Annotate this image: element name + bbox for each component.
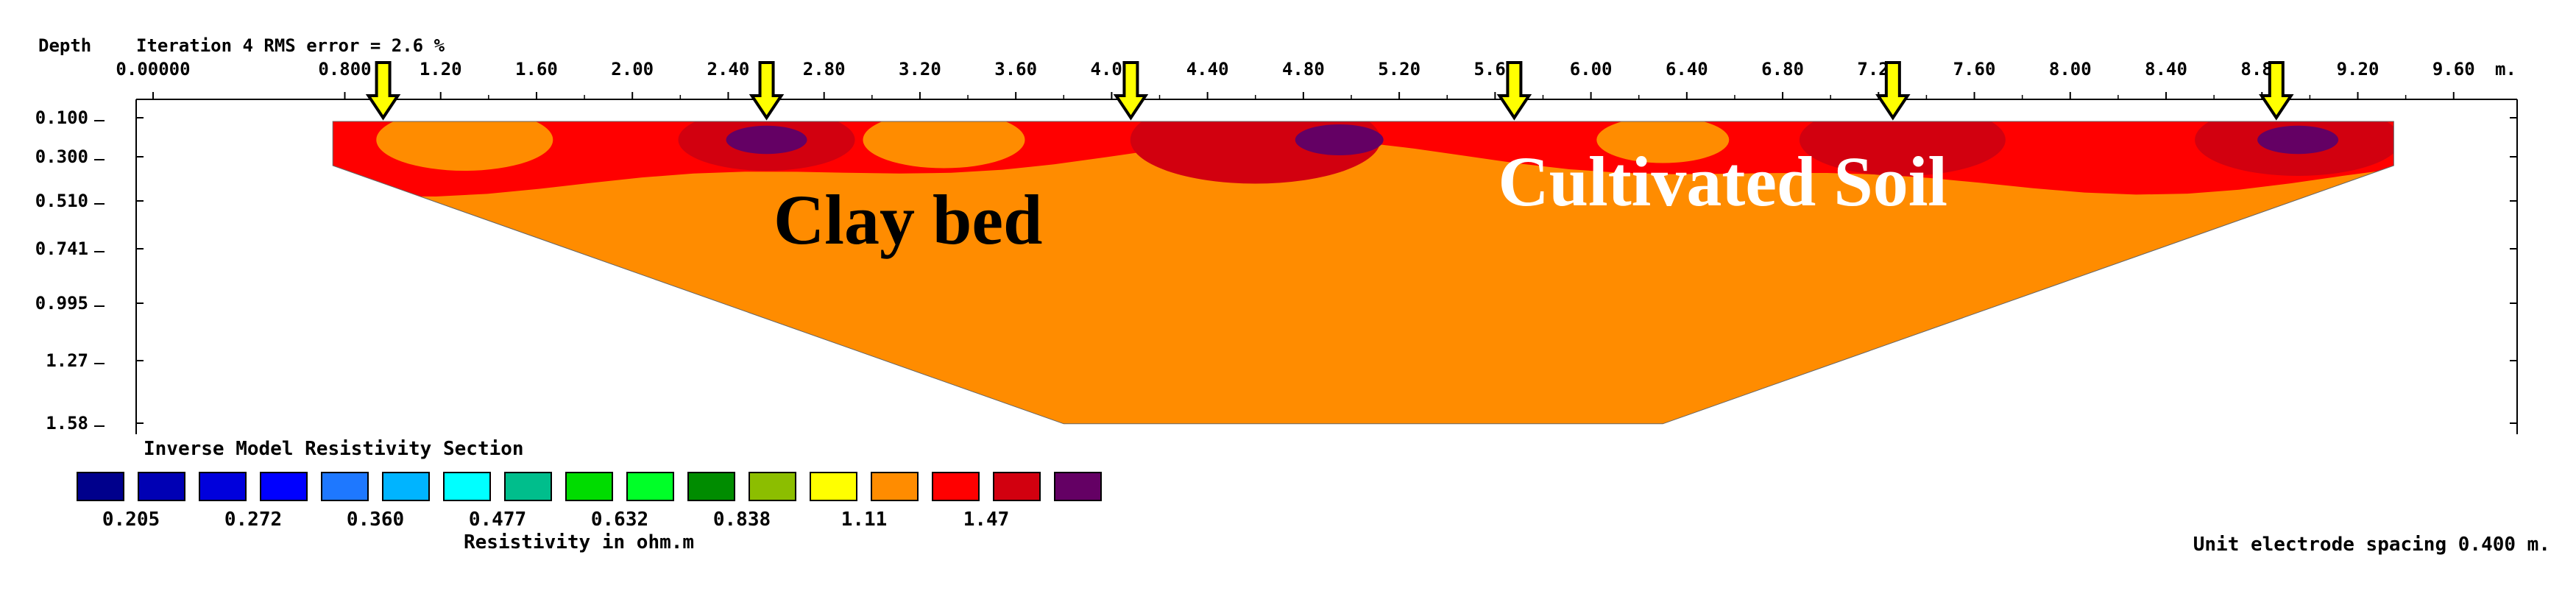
legend-label: 0.272 [224,509,282,531]
x-tick-label: 8.40 [2145,59,2187,79]
x-tick-label: 4.80 [1282,59,1325,79]
chart-title: Iteration 4 RMS error = 2.6 % [136,35,445,56]
resistivity-patch [1596,121,1730,163]
legend-unit-label: Resistivity in ohm.m [464,531,694,553]
legend-swatch [138,472,185,501]
legend-label: 0.477 [469,509,526,531]
y-tick-label: 0.741 [35,238,88,259]
resistivity-patch [2257,125,2339,155]
legend-label: 0.838 [713,509,771,531]
legend-swatch [77,472,124,501]
resistivity-patch [376,121,553,171]
electrode-arrow [749,61,785,121]
resistivity-patch [863,121,1025,169]
y-tick-label: 1.27 [46,350,88,371]
x-tick-label: 6.40 [1666,59,1708,79]
y-axis-label: Depth [38,35,91,56]
electrode-arrow [1496,61,1532,121]
legend-swatch [565,472,613,501]
section-outline [332,121,2394,425]
legend-swatch [504,472,552,501]
x-axis-unit: m. [2495,59,2516,79]
x-tick-label: 4.40 [1186,59,1229,79]
chart-text: Depth Iteration 4 RMS error = 2.6 % m. I… [38,35,2550,556]
legend-swatch [1054,472,1102,501]
legend-swatch [749,472,796,501]
x-tick-label: 3.20 [899,59,941,79]
electrode-spacing-note: Unit electrode spacing 0.400 m. [2193,534,2550,556]
x-tick-label: 2.80 [803,59,846,79]
resistivity-patch [726,125,807,155]
electrode-arrows [365,61,2294,121]
x-tick-label: 1.20 [420,59,462,79]
electrode-arrow [2259,61,2294,121]
x-tick-label: 0.00000 [116,59,190,79]
legend-label: 1.11 [841,509,888,531]
y-tick-label: 0.510 [35,191,88,211]
y-tick-label: 0.995 [35,293,88,314]
electrode-arrow [1113,61,1149,121]
resistivity-section [332,121,2394,425]
legend-swatch [687,472,735,501]
axes: 0.00000 0.800 1.20 1.60 2.00 2.40 2.80 3.20 3.60… [35,59,2518,434]
electrode-arrow [1875,61,1911,121]
x-tick-label: 7.60 [1953,59,1996,79]
annotation-label: Clay bed [774,180,1042,259]
legend-swatch [626,472,674,501]
x-tick-label: 9.20 [2337,59,2379,79]
annotations: Clay bed Cultivated Soil [774,142,1947,259]
legend-swatch [932,472,980,501]
annotation-label: Cultivated Soil [1498,142,1947,221]
resistivity-patch [1295,124,1384,155]
y-tick-label: 1.58 [46,413,88,433]
legend-label: 1.47 [963,509,1010,531]
x-tick-label: 6.80 [1761,59,1804,79]
electrode-arrow [365,61,401,121]
x-tick-label: 5.20 [1378,59,1420,79]
x-tick-label: 6.00 [1570,59,1613,79]
legend-swatch [321,472,369,501]
x-tick-label: 2.00 [611,59,654,79]
x-tick-label: 9.60 [2432,59,2475,79]
legend-swatch [810,472,857,501]
x-tick-label: 1.60 [515,59,558,79]
legend-swatch [871,472,919,501]
resistivity-patch [1130,121,1381,184]
legend-swatch [443,472,491,501]
color-legend: 0.205 0.272 0.360 0.477 0.632 0.838 1.11 1.47 [77,472,1102,531]
legend-label: 0.632 [591,509,648,531]
x-tick-label: 2.40 [707,59,750,79]
x-tick-label: 0.800 [318,59,371,79]
legend-label: 0.360 [347,509,404,531]
legend-swatch [382,472,430,501]
legend-title: Inverse Model Resistivity Section [144,438,524,460]
y-tick-label: 0.300 [35,146,88,167]
legend-label: 0.205 [102,509,160,531]
x-tick-label: 8.00 [2049,59,2092,79]
x-tick-label: 3.60 [994,59,1037,79]
legend-swatch [993,472,1041,501]
legend-swatch [199,472,247,501]
legend-swatch [260,472,308,501]
y-tick-label: 0.100 [35,107,88,128]
